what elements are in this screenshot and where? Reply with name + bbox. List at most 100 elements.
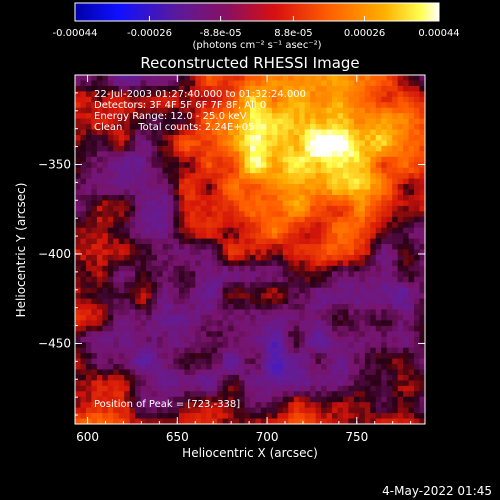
heatmap-cell — [189, 396, 196, 403]
heatmap-cell — [364, 407, 371, 414]
heatmap-cell — [315, 75, 322, 81]
heatmap-cell — [173, 304, 180, 310]
heatmap-cell — [107, 418, 114, 424]
heatmap-cell — [348, 151, 355, 158]
heatmap-cell — [184, 347, 191, 354]
heatmap-cell — [118, 396, 125, 403]
y-tick-label: −450 — [38, 336, 71, 350]
heatmap-cell — [299, 358, 306, 365]
heatmap-cell — [282, 320, 289, 327]
heatmap-cell — [266, 113, 273, 120]
heatmap-cell — [146, 244, 152, 250]
heatmap-cell — [370, 233, 377, 239]
heatmap-cell — [255, 222, 262, 229]
heatmap-cell — [162, 369, 169, 376]
heatmap-cell — [419, 413, 425, 419]
heatmap-cell — [200, 205, 207, 212]
heatmap-cell — [85, 331, 92, 338]
heatmap-cell — [129, 189, 136, 196]
heatmap-cell — [140, 222, 147, 229]
heatmap-cell — [96, 407, 103, 414]
heatmap-cell — [359, 145, 366, 152]
heatmap-cell — [228, 342, 234, 349]
heatmap-cell — [173, 331, 180, 338]
heatmap-cell — [386, 276, 393, 283]
heatmap-cell — [381, 194, 388, 201]
heatmap-cell — [260, 140, 267, 147]
heatmap-cell — [217, 227, 224, 234]
heatmap-cell — [173, 194, 180, 201]
heatmap-cell — [304, 320, 311, 327]
heatmap-cell — [321, 271, 327, 278]
heatmap-cell — [239, 102, 245, 109]
heatmap-cell — [288, 129, 295, 136]
heatmap-cell — [375, 151, 382, 158]
heatmap-cell — [359, 140, 366, 147]
heatmap-cell — [162, 91, 169, 98]
heatmap-cell — [332, 298, 338, 305]
heatmap-cell — [381, 156, 388, 163]
heatmap-cell — [113, 402, 120, 409]
heatmap-cell — [332, 342, 338, 349]
heatmap-cell — [173, 156, 180, 163]
heatmap-cell — [217, 118, 224, 125]
heatmap-cell — [332, 107, 338, 114]
heatmap-cell — [337, 358, 344, 365]
heatmap-cell — [299, 211, 306, 218]
heatmap-cell — [96, 178, 103, 185]
heatmap-cell — [96, 216, 103, 223]
heatmap-cell — [392, 184, 399, 190]
heatmap-cell — [244, 276, 251, 283]
heatmap-cell — [157, 314, 163, 321]
heatmap-cell — [244, 374, 251, 381]
heatmap-cell — [321, 369, 327, 376]
heatmap-cell — [75, 293, 81, 299]
heatmap-cell — [342, 304, 349, 310]
y-axis-label: Heliocentric Y (arcsec) — [14, 183, 28, 318]
heatmap-cell — [217, 189, 224, 196]
heatmap-cell — [195, 134, 202, 141]
heatmap-cell — [419, 249, 425, 256]
heatmap-cell — [342, 200, 349, 207]
heatmap-cell — [408, 325, 415, 332]
heatmap-cell — [386, 113, 393, 120]
heatmap-cell — [80, 151, 87, 158]
heatmap-cell — [140, 298, 147, 305]
heatmap-cell — [151, 380, 158, 387]
heatmap-cell — [96, 80, 103, 87]
heatmap-cell — [386, 238, 393, 245]
heatmap-cell — [392, 134, 399, 141]
heatmap-cell — [239, 320, 245, 327]
heatmap-cell — [157, 124, 163, 130]
heatmap-cell — [178, 342, 185, 349]
heatmap-cell — [124, 276, 131, 283]
heatmap-cell — [381, 396, 388, 403]
heatmap-cell — [255, 342, 262, 349]
heatmap-cell — [337, 96, 344, 103]
heatmap-cell — [277, 189, 284, 196]
heatmap-cell — [266, 211, 273, 218]
heatmap-cell — [386, 391, 393, 398]
heatmap-cell — [206, 173, 213, 180]
heatmap-cell — [397, 200, 404, 207]
heatmap-cell — [310, 134, 317, 141]
heatmap-cell — [195, 194, 202, 201]
heatmap-cell — [239, 80, 245, 87]
heatmap-cell — [195, 167, 202, 174]
heatmap-cell — [173, 227, 180, 234]
heatmap-cell — [299, 151, 306, 158]
heatmap-cell — [178, 238, 185, 245]
heatmap-cell — [310, 402, 317, 409]
heatmap-cell — [102, 265, 109, 272]
heatmap-cell — [304, 194, 311, 201]
heatmap-cell — [403, 238, 409, 245]
heatmap-cell — [157, 364, 163, 370]
heatmap-cell — [206, 358, 213, 365]
heatmap-cell — [408, 145, 415, 152]
heatmap-cell — [375, 407, 382, 414]
heatmap-cell — [85, 336, 92, 343]
heatmap-cell — [271, 107, 278, 114]
heatmap-cell — [260, 205, 267, 212]
heatmap-cell — [348, 369, 355, 376]
heatmap-cell — [370, 173, 377, 180]
